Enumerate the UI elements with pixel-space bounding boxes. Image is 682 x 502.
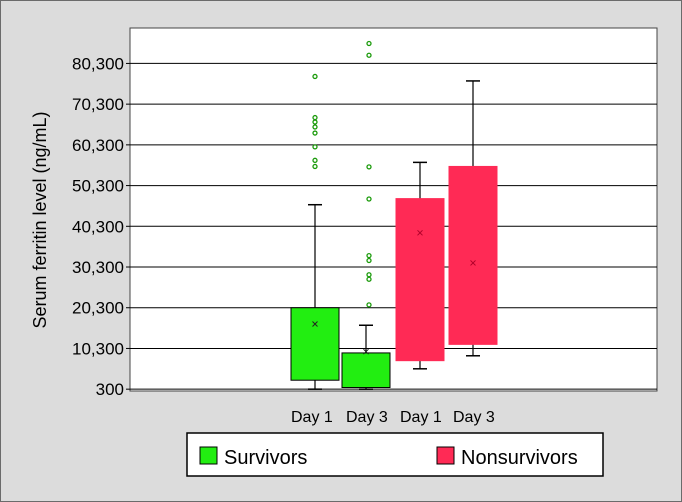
y-tick-label: 30,300 — [72, 258, 124, 277]
x-axis-category-labels: Day 1 Day 3 Day 1 Day 3 — [291, 409, 495, 426]
outlier-point — [366, 272, 372, 278]
legend-swatch-survivors — [199, 446, 218, 465]
outlier-point — [312, 157, 318, 163]
gridlines — [126, 62, 657, 390]
y-tick-label: 50,300 — [72, 177, 124, 196]
outlier-point — [366, 52, 372, 58]
mean-marker — [363, 348, 369, 355]
legend-label-survivors: Survivors — [224, 447, 307, 469]
outlier-point — [312, 124, 318, 130]
y-tick-label: 40,300 — [72, 217, 124, 236]
y-tick-label: 10,300 — [72, 339, 124, 358]
legend-swatch-nonsurvivors — [436, 446, 455, 465]
mean-marker — [417, 229, 423, 236]
outlier-point — [366, 252, 372, 259]
outlier-point — [312, 144, 318, 150]
x-category-label: Day 1 — [291, 409, 333, 426]
y-axis-label: Serum ferritin level (ng/mL) — [30, 111, 50, 328]
outlier-point — [366, 257, 372, 264]
outlier-point — [312, 130, 318, 136]
box-nonsurvivors-day-3 — [448, 80, 498, 357]
legend-item-nonsurvivors: Nonsurvivors — [436, 446, 578, 469]
box-survivors-day-1 — [290, 73, 340, 390]
y-tick-label: 300 — [96, 380, 124, 399]
outlier-point — [366, 40, 372, 47]
outlier-point — [366, 164, 372, 170]
outlier-point — [312, 163, 318, 170]
y-tick-label: 20,300 — [72, 299, 124, 318]
box-iqr — [290, 307, 340, 381]
box-nonsurvivors-day-1 — [395, 161, 445, 370]
y-tick-label: 60,300 — [72, 136, 124, 155]
plot-area — [129, 27, 658, 392]
legend-item-survivors: Survivors — [199, 446, 307, 469]
outlier-point — [366, 196, 372, 202]
y-tick-label: 80,300 — [72, 54, 124, 73]
outlier-point — [366, 302, 372, 308]
box-iqr — [395, 198, 445, 362]
x-category-label: Day 1 — [400, 409, 442, 426]
x-category-label: Day 3 — [346, 409, 388, 426]
legend-box — [186, 432, 604, 477]
y-tick-label: 70,300 — [72, 95, 124, 114]
y-axis-tick-labels: 300 10,300 20,300 30,300 40,300 50,300 60,300 7… — [72, 54, 124, 399]
outlier-point — [312, 73, 318, 80]
outlier-point — [312, 114, 318, 121]
box-survivors-day-3 — [341, 40, 391, 390]
legend-label-nonsurvivors: Nonsurvivors — [461, 447, 578, 469]
box-iqr — [448, 165, 498, 345]
mean-marker — [470, 260, 476, 266]
box-series — [290, 40, 498, 390]
box-iqr — [341, 352, 391, 389]
x-category-label: Day 3 — [453, 409, 495, 426]
mean-marker — [312, 321, 318, 327]
